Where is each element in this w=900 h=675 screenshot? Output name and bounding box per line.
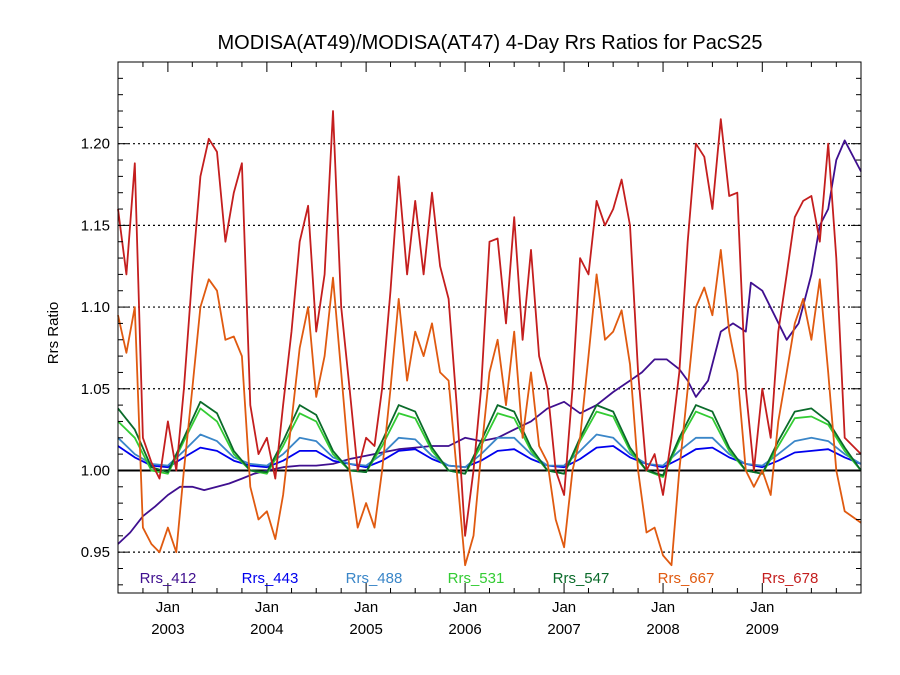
- series-line-rrs-412: [117, 139, 862, 545]
- plot-frame: [117, 61, 862, 594]
- legend-label: Rrs_443: [242, 570, 299, 587]
- x-tick-label-month: Jan: [552, 599, 576, 616]
- y-axis: 0.95 1.00 1.05 1.10 1.15 1.20: [81, 77, 861, 586]
- y-tick-label: 1.00: [81, 462, 110, 479]
- x-tick-label-month: Jan: [156, 599, 180, 616]
- series-line-rrs-547: [117, 400, 862, 477]
- y-tick-label: 1.05: [81, 381, 110, 398]
- y-axis-label: Rrs Ratio: [45, 302, 62, 365]
- y-tick-label: 1.15: [81, 217, 110, 234]
- y-tick-label: 0.95: [81, 544, 110, 561]
- chart-title: MODISA(AT49)/MODISA(AT47) 4-Day Rrs Rati…: [218, 32, 763, 54]
- x-tick-label-year: 2004: [250, 621, 283, 638]
- legend: Rrs_412 Rrs_443 Rrs_488 Rrs_531 Rrs_547 Rrs_6…: [140, 570, 819, 587]
- x-tick-label-year: 2007: [547, 621, 580, 638]
- series-line-rrs-667: [117, 248, 862, 567]
- legend-label: Rrs_531: [448, 570, 505, 587]
- series-line-rrs-678: [117, 110, 862, 537]
- x-tick-label-month: Jan: [750, 599, 774, 616]
- series-line-rrs-531: [117, 407, 862, 478]
- x-tick-label-year: 2003: [151, 621, 184, 638]
- x-tick-label-year: 2006: [448, 621, 481, 638]
- x-tick-label-month: Jan: [453, 599, 477, 616]
- y-tick-label: 1.20: [81, 136, 110, 153]
- x-axis: Jan 2003 Jan 2004 Jan 2005 Jan 2006 Jan 2007 Jan 20…: [117, 62, 837, 638]
- x-tick-label-month: Jan: [651, 599, 675, 616]
- x-tick-label-month: Jan: [354, 599, 378, 616]
- legend-label: Rrs_547: [553, 570, 610, 587]
- x-tick-label-month: Jan: [255, 599, 279, 616]
- y-tick-label: 1.10: [81, 299, 110, 316]
- series-group: [117, 110, 862, 567]
- legend-label: Rrs_667: [658, 570, 715, 587]
- x-tick-label-year: 2008: [646, 621, 679, 638]
- legend-label: Rrs_488: [346, 570, 403, 587]
- grid-lines: [118, 143, 861, 553]
- legend-label: Rrs_412: [140, 570, 197, 587]
- x-tick-label-year: 2009: [746, 621, 779, 638]
- legend-label: Rrs_678: [762, 570, 819, 587]
- x-tick-label-year: 2005: [349, 621, 382, 638]
